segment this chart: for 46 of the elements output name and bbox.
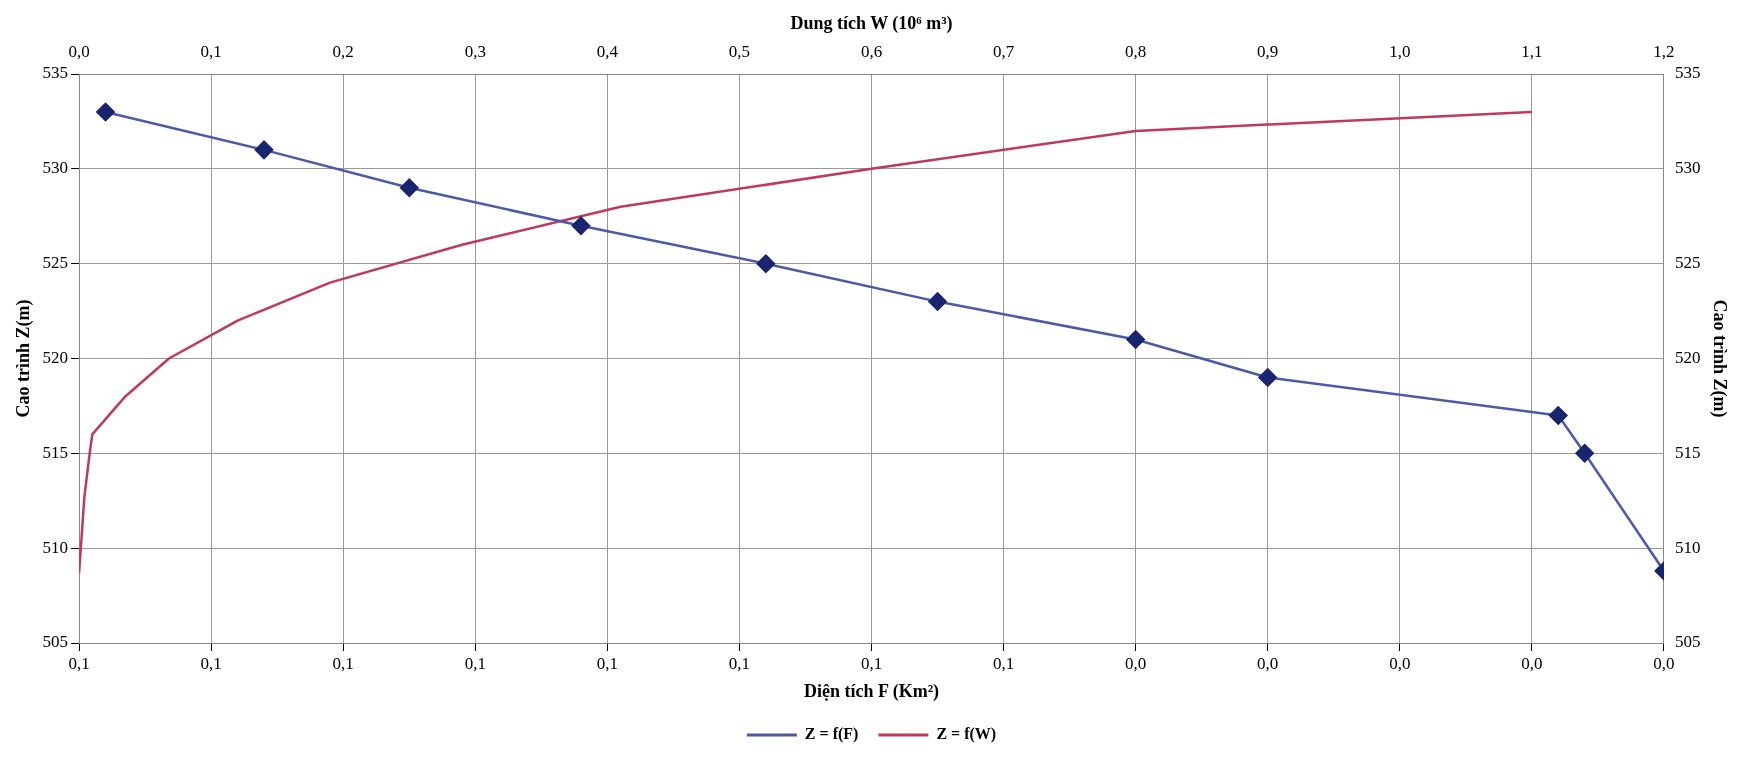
x2-tick-label: 0,2 (332, 42, 354, 62)
y2-tick-label: 520 (1674, 347, 1701, 367)
x2-tick-label: 1,2 (1653, 42, 1675, 62)
y2-axis-title: Cao trình Z(m) (1708, 299, 1730, 418)
x-tick-label: 0,0 (1125, 653, 1147, 673)
x2-tick-label: 0,3 (464, 42, 486, 62)
x2-tick-label: 0,1 (200, 42, 222, 62)
x-tick-label: 0,1 (992, 653, 1015, 673)
x2-tick-label: 0,4 (596, 42, 619, 62)
y-tick-label: 510 (42, 537, 69, 557)
y2-tick-label: 510 (1674, 537, 1701, 557)
x-tick-label: 0,1 (200, 653, 222, 673)
y-tick-label: 530 (42, 158, 69, 178)
x-tick-label: 0,0 (1521, 653, 1543, 673)
y-tick-label: 515 (42, 442, 69, 462)
x2-tick-label: 1,1 (1521, 42, 1543, 62)
y-tick-label: 520 (42, 347, 69, 367)
x-tick-label: 0,1 (728, 653, 751, 673)
x-axis-title: Diện tích F (Km²) (803, 680, 940, 702)
x2-tick-label: 0,9 (1257, 42, 1279, 62)
x2-tick-label: 0,8 (1125, 42, 1147, 62)
x-tick-label: 0,1 (332, 653, 354, 673)
x-tick-label: 0,1 (68, 653, 90, 673)
y2-tick-label: 505 (1674, 632, 1701, 652)
x2-axis-title: Dung tích W (10⁶ m³) (790, 13, 953, 35)
x2-tick-label: 0,6 (860, 42, 883, 62)
legend-label: Z = f(F) (804, 725, 859, 744)
x2-tick-label: 1,0 (1389, 42, 1411, 62)
y2-tick-label: 530 (1674, 158, 1701, 178)
y-tick-label: 505 (42, 632, 69, 652)
y2-tick-label: 535 (1674, 63, 1701, 83)
x-tick-label: 0,1 (464, 653, 486, 673)
x-tick-label: 0,0 (1257, 653, 1279, 673)
x-tick-label: 0,0 (1389, 653, 1411, 673)
y-tick-label: 535 (42, 63, 69, 83)
x-tick-label: 0,1 (860, 653, 883, 673)
y-axis-title: Cao trình Z(m) (13, 299, 35, 418)
legend-label: Z = f(W) (936, 725, 997, 744)
y2-tick-label: 515 (1674, 442, 1701, 462)
y2-tick-label: 525 (1674, 253, 1701, 273)
x2-tick-label: 0,5 (728, 42, 751, 62)
x2-tick-label: 0,7 (992, 42, 1015, 62)
x-tick-label: 0,0 (1653, 653, 1675, 673)
y-tick-label: 525 (42, 253, 69, 273)
x2-tick-label: 0,0 (68, 42, 90, 62)
x-tick-label: 0,1 (596, 653, 618, 673)
